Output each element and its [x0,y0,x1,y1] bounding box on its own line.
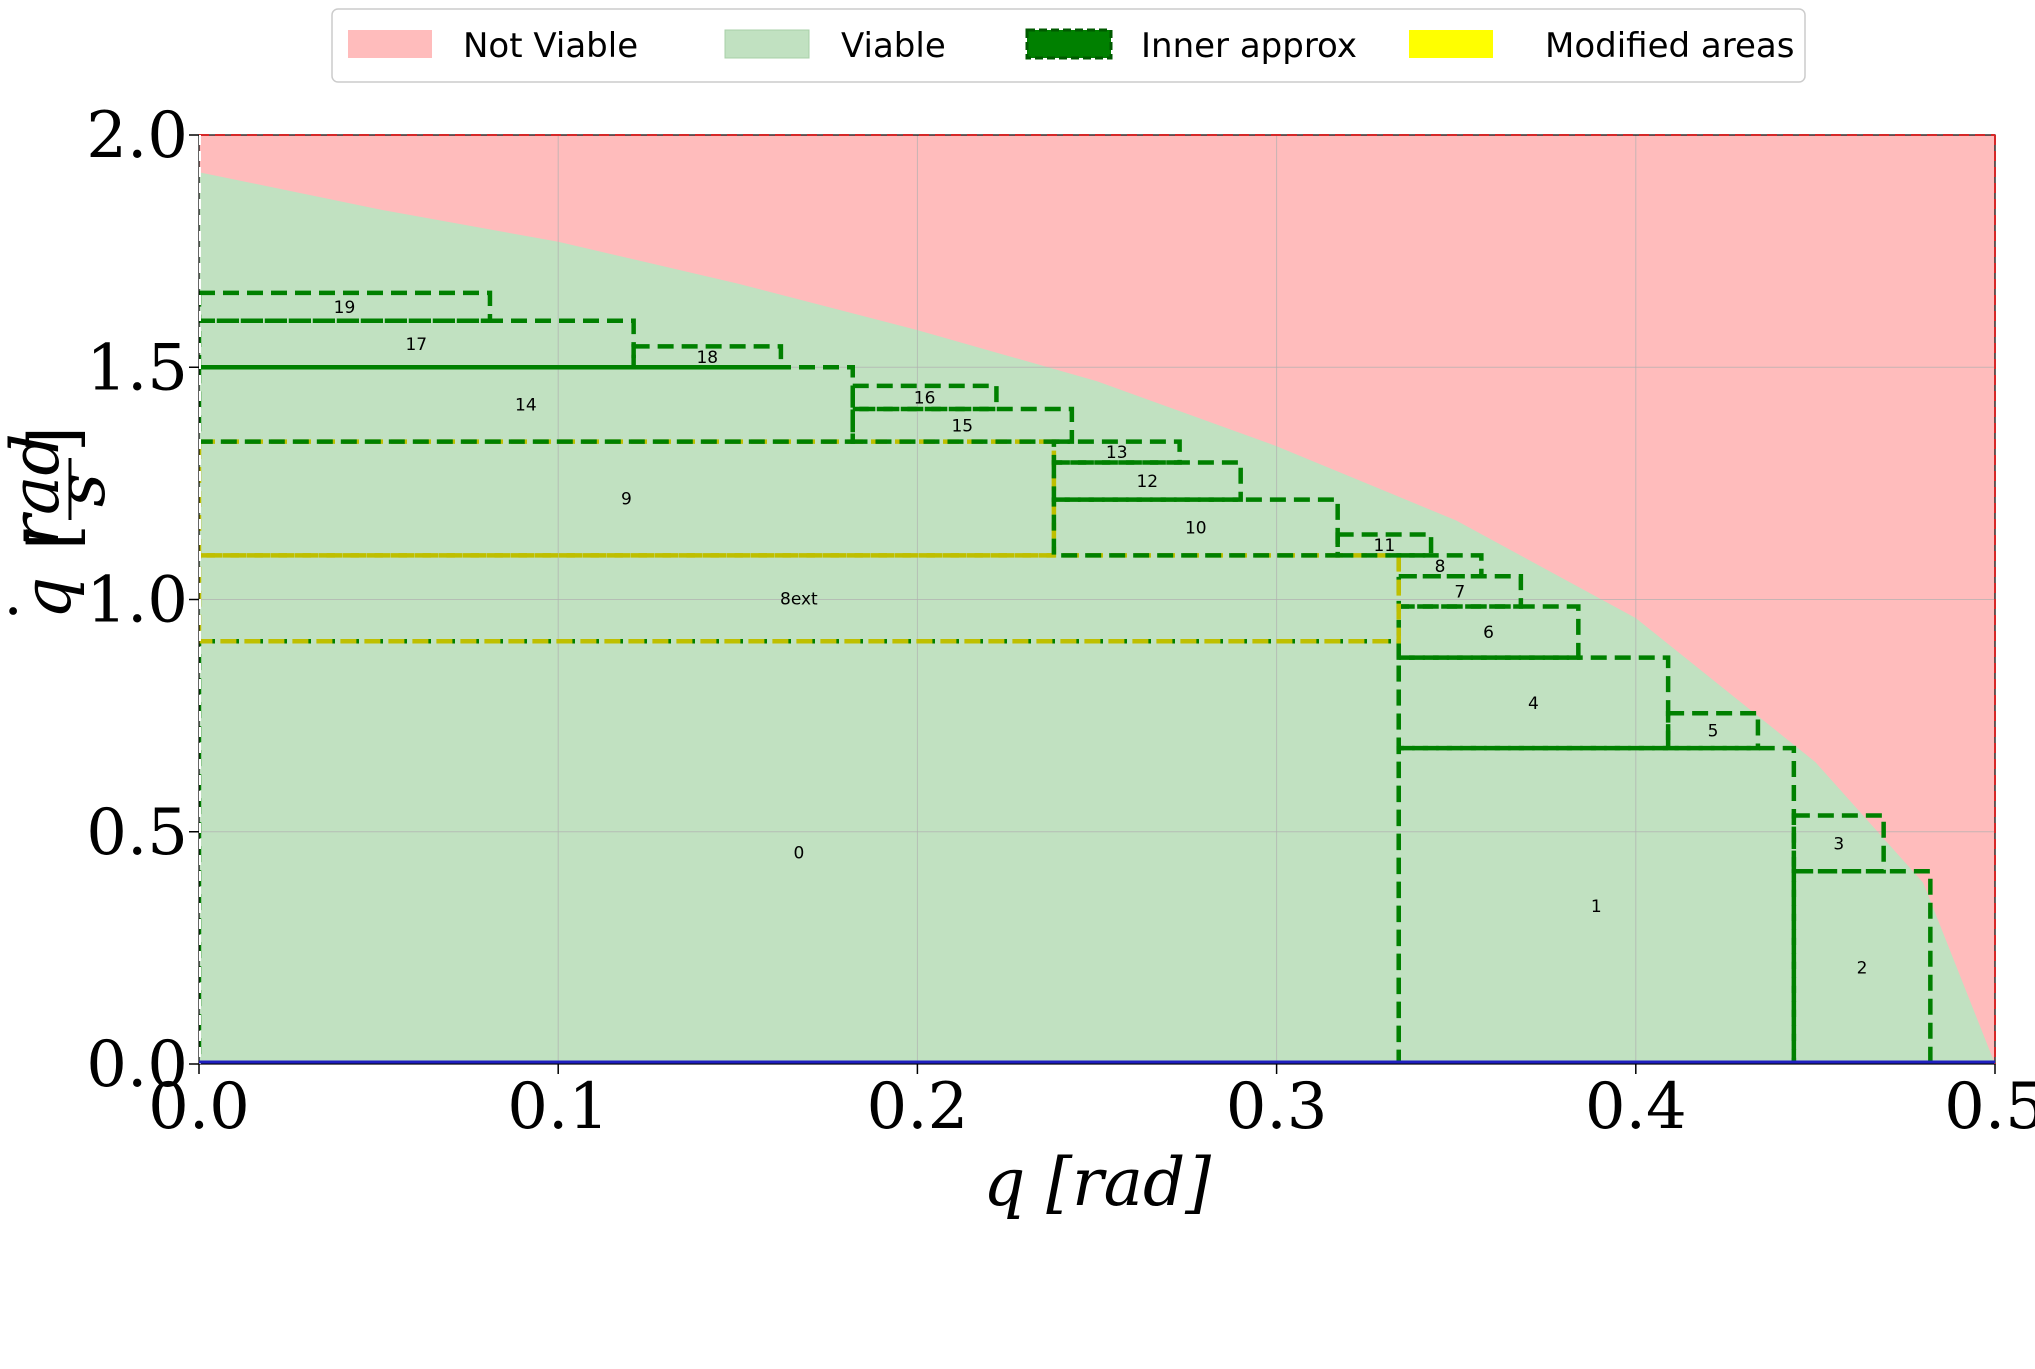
legend-swatch-modified [1409,30,1493,58]
box-label: 11 [1374,536,1396,556]
x-axis-label: q [rad] [983,1144,1211,1221]
box-label: 9 [621,489,632,509]
x-axis: 0.0 0.1 0.2 0.3 0.4 0.5 [148,1064,2035,1144]
x-tick-label: 0.3 [1226,1070,1328,1144]
y-axis-units-den: s [43,473,120,507]
box-label: 7 [1454,582,1465,602]
y-tick-label: 1.0 [86,564,188,638]
x-tick-label: 0.4 [1585,1070,1687,1144]
box-label: 5 [1708,722,1719,742]
inner-approx-box [199,553,1401,644]
x-tick-label: 0.0 [148,1070,250,1144]
box-label: 2 [1857,959,1868,979]
x-tick-label: 0.5 [1944,1070,2035,1144]
y-axis-bracket-open: [ [15,524,92,550]
inner-approx-box [1396,745,1797,1064]
legend-label-modified: Modified areas [1545,26,1794,66]
y-axis: 0.0 0.5 1.0 1.5 2.0 [86,99,199,1102]
inner-approx-box [199,439,1057,558]
box-label: 1 [1591,897,1602,917]
x-tick-label: 0.2 [867,1070,969,1144]
viable-region [199,172,1995,1064]
inner-approx-box [199,290,493,324]
box-label: 12 [1136,472,1158,492]
inner-approx-box [1665,711,1761,751]
legend-label-viable: Viable [841,26,946,66]
y-axis-bracket-close: ] [15,426,92,452]
y-axis-dot: · [0,601,49,620]
box-label: 15 [951,416,973,436]
legend: Not Viable Viable Inner approx Modified … [331,8,1806,83]
box-label: 14 [515,395,537,415]
box-label: 18 [696,348,718,368]
legend-label-not-viable: Not Viable [463,26,638,66]
legend-swatch-not-viable [348,30,432,58]
legend-label-inner-approx: Inner approx [1141,26,1357,66]
legend-swatch-viable [724,29,810,59]
inner-approx-box [1051,439,1182,465]
inner-approx-box [1051,460,1243,502]
svg-text:q: q [9,577,86,619]
box-label: 0 [793,844,804,864]
box-label: 8 [1435,557,1446,577]
inner-approx-box [631,344,784,370]
y-tick-label: 0.5 [86,796,188,870]
y-tick-label: 2.0 [86,99,188,173]
y-tick-label: 1.5 [86,331,188,405]
inner-approx-box [1051,497,1340,558]
box-label: 10 [1185,519,1207,539]
x-tick-label: 0.1 [507,1070,609,1144]
inner-approx-box [1335,532,1434,558]
y-axis-label: q · [ rad s ] [0,426,120,620]
box-label: 8ext [780,589,818,609]
y-tick-label: 0.0 [86,1028,188,1102]
box-label: 16 [914,388,936,408]
box-label: 4 [1528,694,1539,714]
legend-swatch-inner-approx [1025,28,1113,60]
y-axis-symbol: q [9,577,86,619]
box-label: 17 [405,335,427,355]
inner-approx-box [850,383,999,412]
box-label: 13 [1106,443,1128,463]
box-label: 3 [1833,834,1844,854]
box-label: 19 [334,298,356,318]
box-label: 6 [1483,623,1494,643]
y-axis-units-num: rad [0,433,74,546]
